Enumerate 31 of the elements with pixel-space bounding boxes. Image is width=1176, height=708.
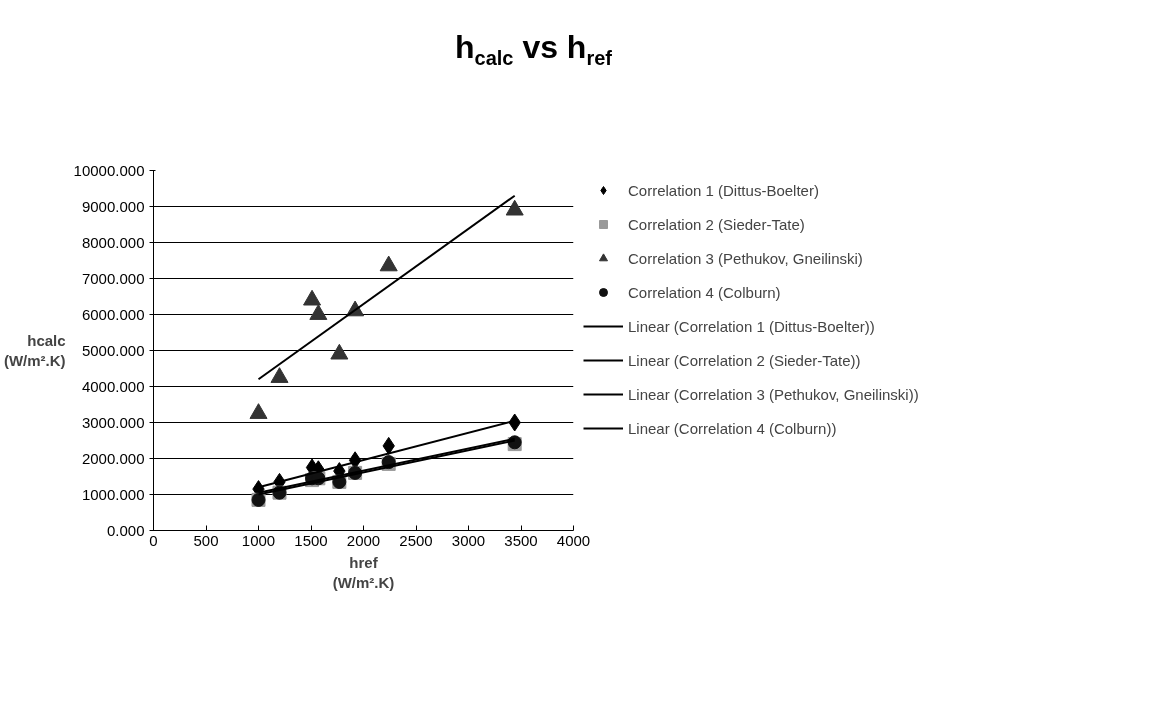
legend-label: Linear (Correlation 4 (Colburn)) [628, 419, 837, 437]
y-tick-label: 3000.000 [81, 413, 145, 431]
x-tick-label: 500 [193, 531, 219, 549]
chart-title: h$_{calc}$ vs h$_{ref}$ [455, 28, 612, 72]
y-tick-label: 2000.000 [81, 449, 145, 467]
y-tick-label: 0.000 [106, 521, 145, 539]
legend-label: Linear (Correlation 1 (Dittus-Boelter)) [628, 317, 875, 335]
y-tick-label: 5000.000 [81, 341, 145, 359]
y-tick-label: 9000.000 [81, 197, 145, 215]
legend-label: Correlation 4 (Colburn) [628, 283, 781, 301]
x-tick-label: 1500 [294, 531, 328, 549]
x-tick-label: 4000 [556, 531, 591, 549]
y-tick-label: 10000.000 [73, 161, 145, 179]
legend-label: Correlation 3 (Pethukov, Gneilinski) [628, 249, 863, 267]
x-tick-label: 0 [149, 531, 158, 549]
y-tick-label: 7000.000 [81, 269, 145, 287]
y-tick-label: 4000.000 [81, 377, 145, 395]
x-tick-label: 3000 [451, 531, 486, 549]
legend-label: Linear (Correlation 3 (Pethukov, Gneilinski)) [628, 385, 919, 403]
x-tick-label: 2500 [399, 531, 433, 549]
y-tick-label: 8000.000 [81, 233, 145, 251]
y-tick-label: 6000.000 [81, 305, 145, 323]
legend-label: Linear (Correlation 2 (Sieder-Tate)) [628, 351, 861, 369]
legend-label: Correlation 1 (Dittus-Boelter) [628, 181, 819, 199]
x-tick-label: 2000 [346, 531, 381, 549]
y-axis-title: hcalc (W/m².K) [3, 331, 66, 370]
x-tick-label: 3500 [504, 531, 538, 549]
y-tick-label: 1000.000 [81, 485, 145, 503]
x-axis-title: href (W/m².K) [332, 553, 395, 591]
legend-label: Correlation 2 (Sieder-Tate) [628, 215, 805, 233]
x-tick-label: 1000 [241, 531, 276, 549]
